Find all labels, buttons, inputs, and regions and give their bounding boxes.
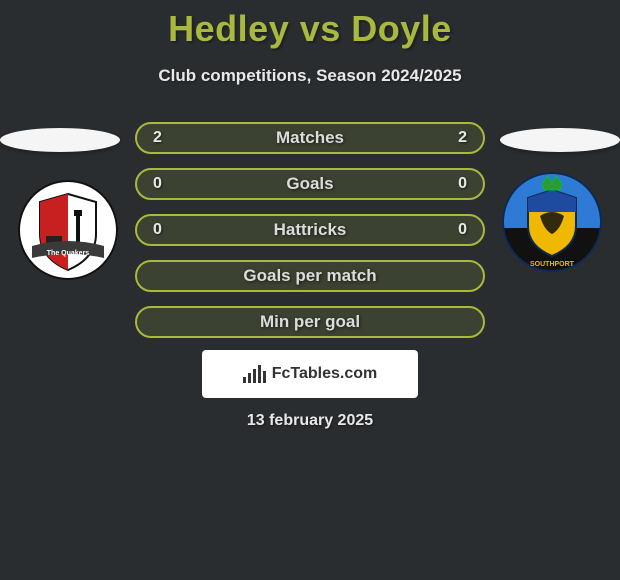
- stat-label: Goals: [137, 174, 483, 194]
- stat-row-hattricks: 0 Hattricks 0: [135, 214, 485, 246]
- crest-right-icon: SOUTHPORT: [502, 172, 602, 272]
- stat-row-min-per-goal: Min per goal: [135, 306, 485, 338]
- stat-label: Min per goal: [137, 312, 483, 332]
- brand-text: FcTables.com: [272, 365, 378, 383]
- stat-row-goals: 0 Goals 0: [135, 168, 485, 200]
- stat-label: Goals per match: [137, 266, 483, 286]
- title-player-left: Hedley: [168, 8, 289, 49]
- svg-text:The Quakers: The Quakers: [47, 250, 90, 257]
- stat-left-value: 0: [153, 175, 173, 193]
- stat-label: Matches: [137, 128, 483, 148]
- title-player-right: Doyle: [351, 8, 452, 49]
- ellipse-decoration-right: [500, 128, 620, 152]
- stat-right-value: 0: [447, 221, 467, 239]
- stat-row-goals-per-match: Goals per match: [135, 260, 485, 292]
- subtitle: Club competitions, Season 2024/2025: [0, 66, 620, 86]
- title-vs: vs: [300, 8, 341, 49]
- page-title: Hedley vs Doyle: [0, 0, 620, 50]
- club-crest-left: The Quakers: [18, 180, 118, 280]
- stat-label: Hattricks: [137, 220, 483, 240]
- brand-badge[interactable]: FcTables.com: [202, 350, 418, 398]
- crest-left-icon: The Quakers: [18, 180, 118, 280]
- stat-right-value: 2: [447, 129, 467, 147]
- stat-right-value: 0: [447, 175, 467, 193]
- stat-left-value: 0: [153, 221, 173, 239]
- club-crest-right: SOUTHPORT: [502, 172, 602, 272]
- stats-panel: 2 Matches 2 0 Goals 0 0 Hattricks 0 Goal…: [135, 122, 485, 338]
- svg-text:SOUTHPORT: SOUTHPORT: [530, 261, 575, 268]
- match-date: 13 february 2025: [0, 412, 620, 430]
- ellipse-decoration-left: [0, 128, 120, 152]
- stat-left-value: 2: [153, 129, 173, 147]
- stat-row-matches: 2 Matches 2: [135, 122, 485, 154]
- bar-chart-icon: [243, 365, 266, 383]
